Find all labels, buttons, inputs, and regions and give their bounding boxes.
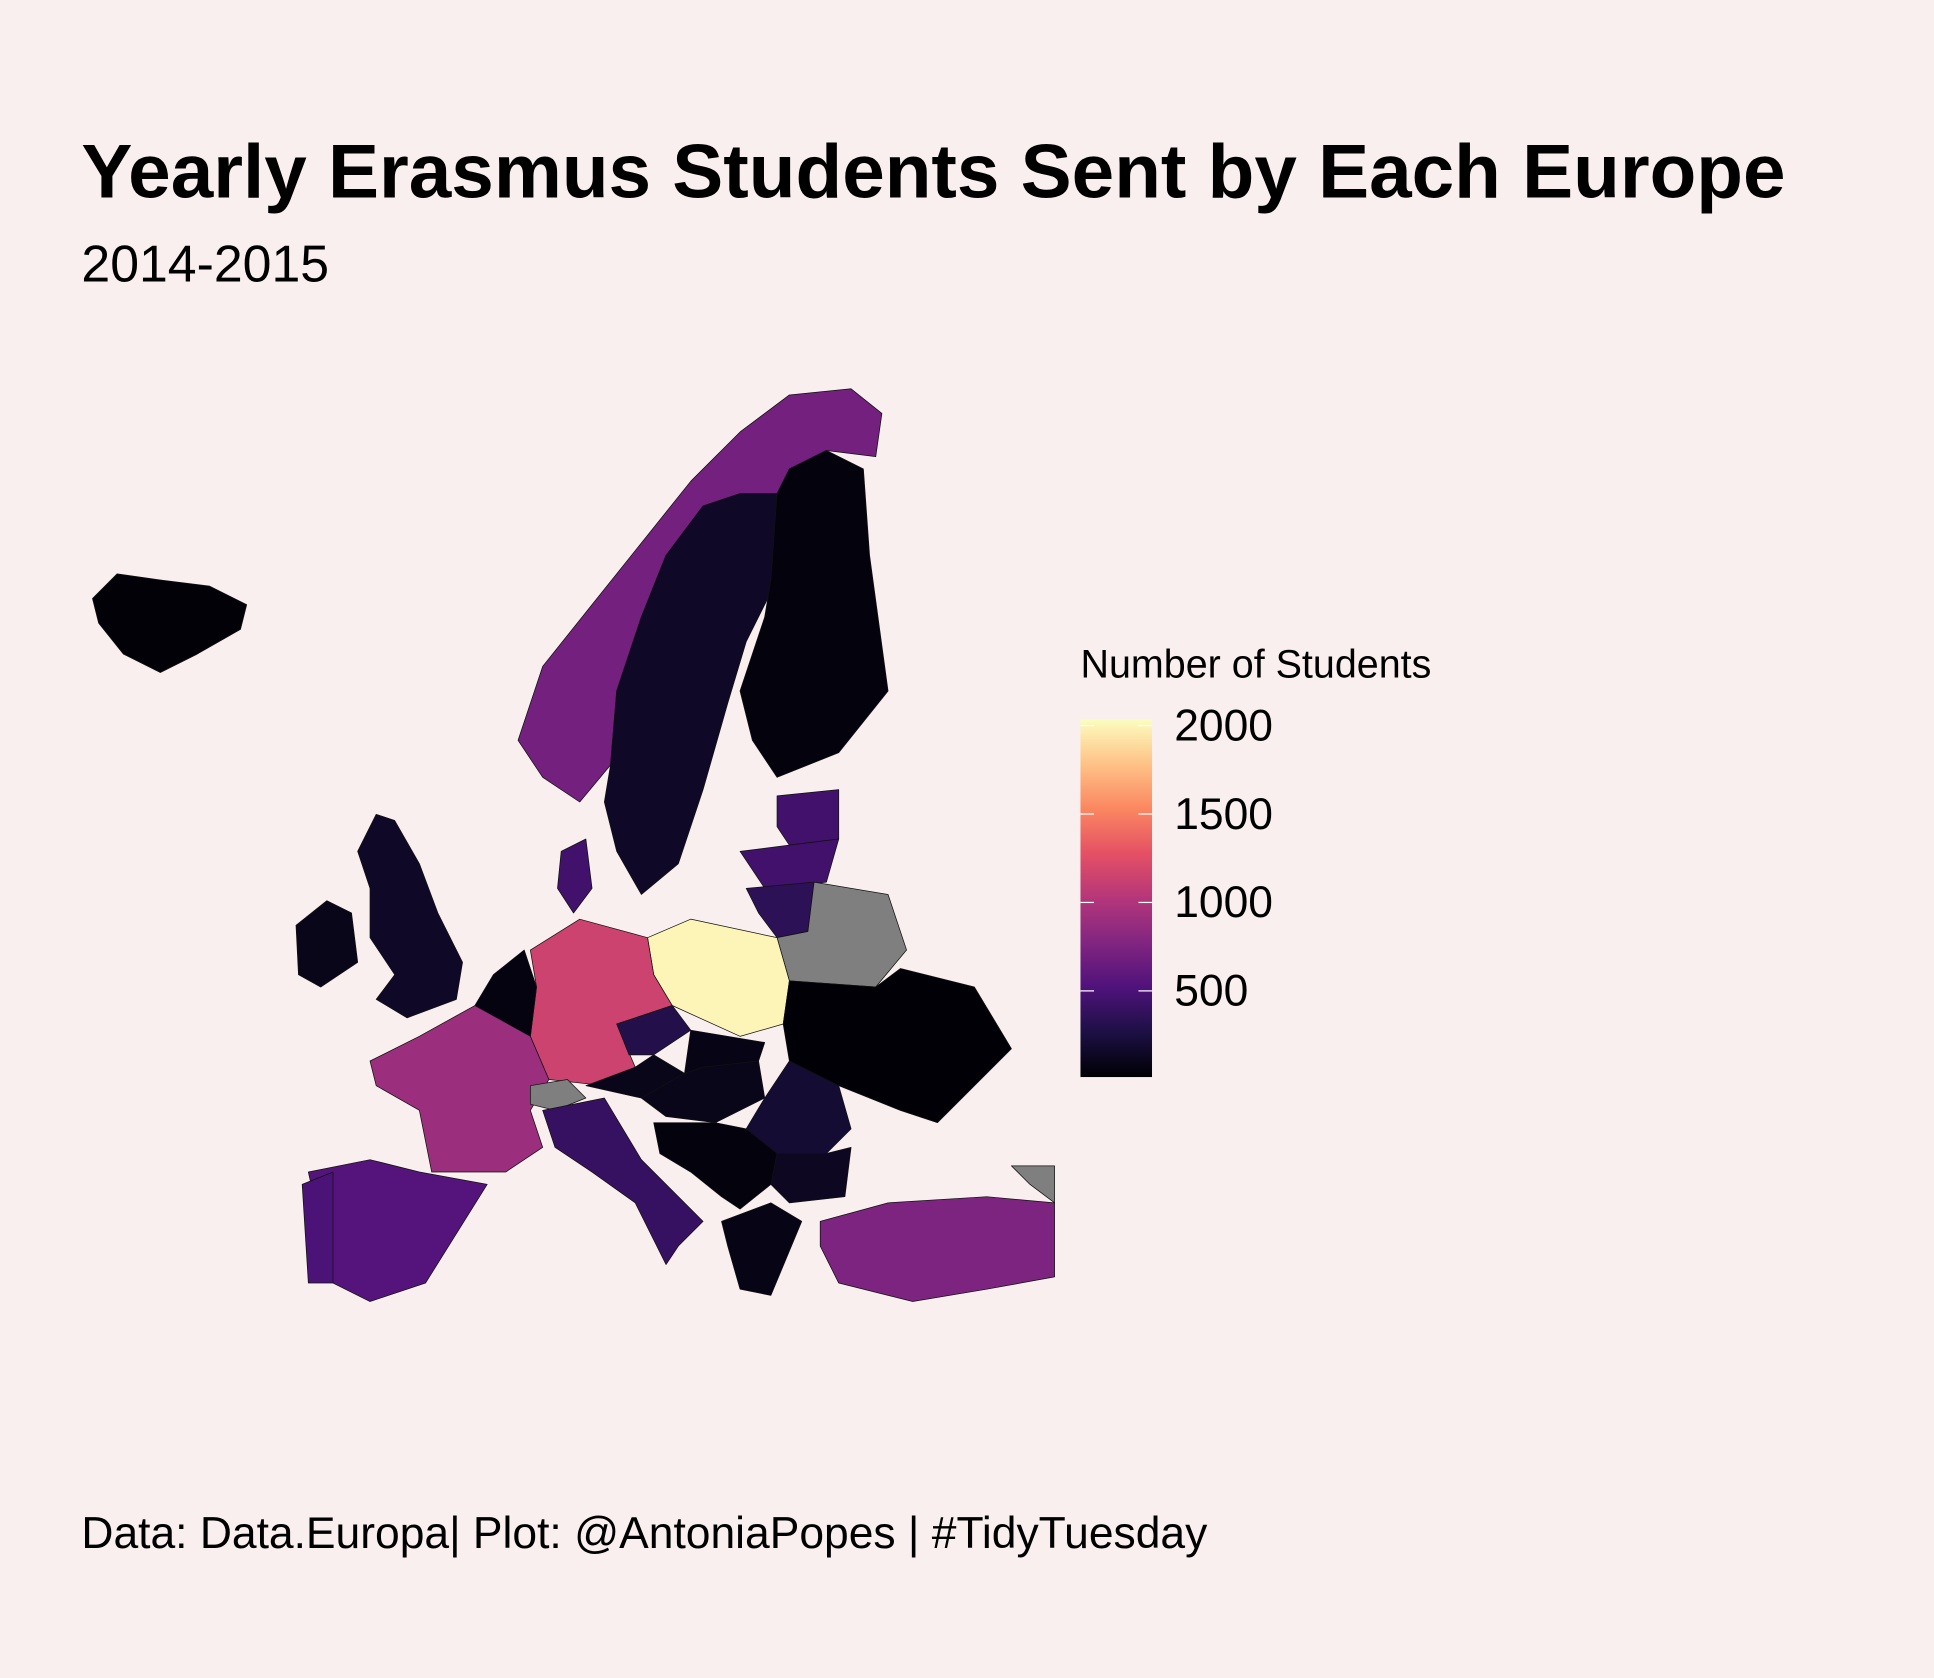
region <box>653 1122 778 1210</box>
colorbar-ticks: 500 1000 1500 2000 <box>1080 701 1273 1016</box>
region <box>295 900 359 988</box>
region <box>604 493 778 895</box>
colorbar-tick-label: 500 <box>1174 967 1248 1016</box>
map <box>92 388 1055 1302</box>
legend-title: Number of Students <box>1080 642 1431 686</box>
region <box>770 1146 852 1204</box>
region <box>776 789 840 846</box>
region <box>616 1005 692 1056</box>
region <box>301 1171 334 1284</box>
colorbar-tick-label: 1500 <box>1174 790 1273 839</box>
region <box>92 573 248 673</box>
region <box>819 1196 1055 1302</box>
subtitle: 2014-2015 <box>81 234 329 292</box>
region <box>307 1159 488 1302</box>
colorbar-tick-label: 2000 <box>1174 701 1273 750</box>
region <box>557 838 593 914</box>
colorbar-tick-label: 1000 <box>1174 878 1273 927</box>
region <box>721 1202 803 1296</box>
region <box>357 813 463 1019</box>
title: Yearly Erasmus Students Sent by Each Eur… <box>81 130 1785 215</box>
region <box>739 450 889 778</box>
region <box>369 1005 550 1173</box>
region <box>1011 1165 1055 1204</box>
colorbar <box>1080 719 1153 1078</box>
region <box>739 838 840 889</box>
region <box>542 1097 704 1265</box>
region <box>641 1060 766 1124</box>
region <box>529 1079 587 1111</box>
caption: Data: Data.Europa| Plot: @AntoniaPopes |… <box>81 1509 1208 1558</box>
